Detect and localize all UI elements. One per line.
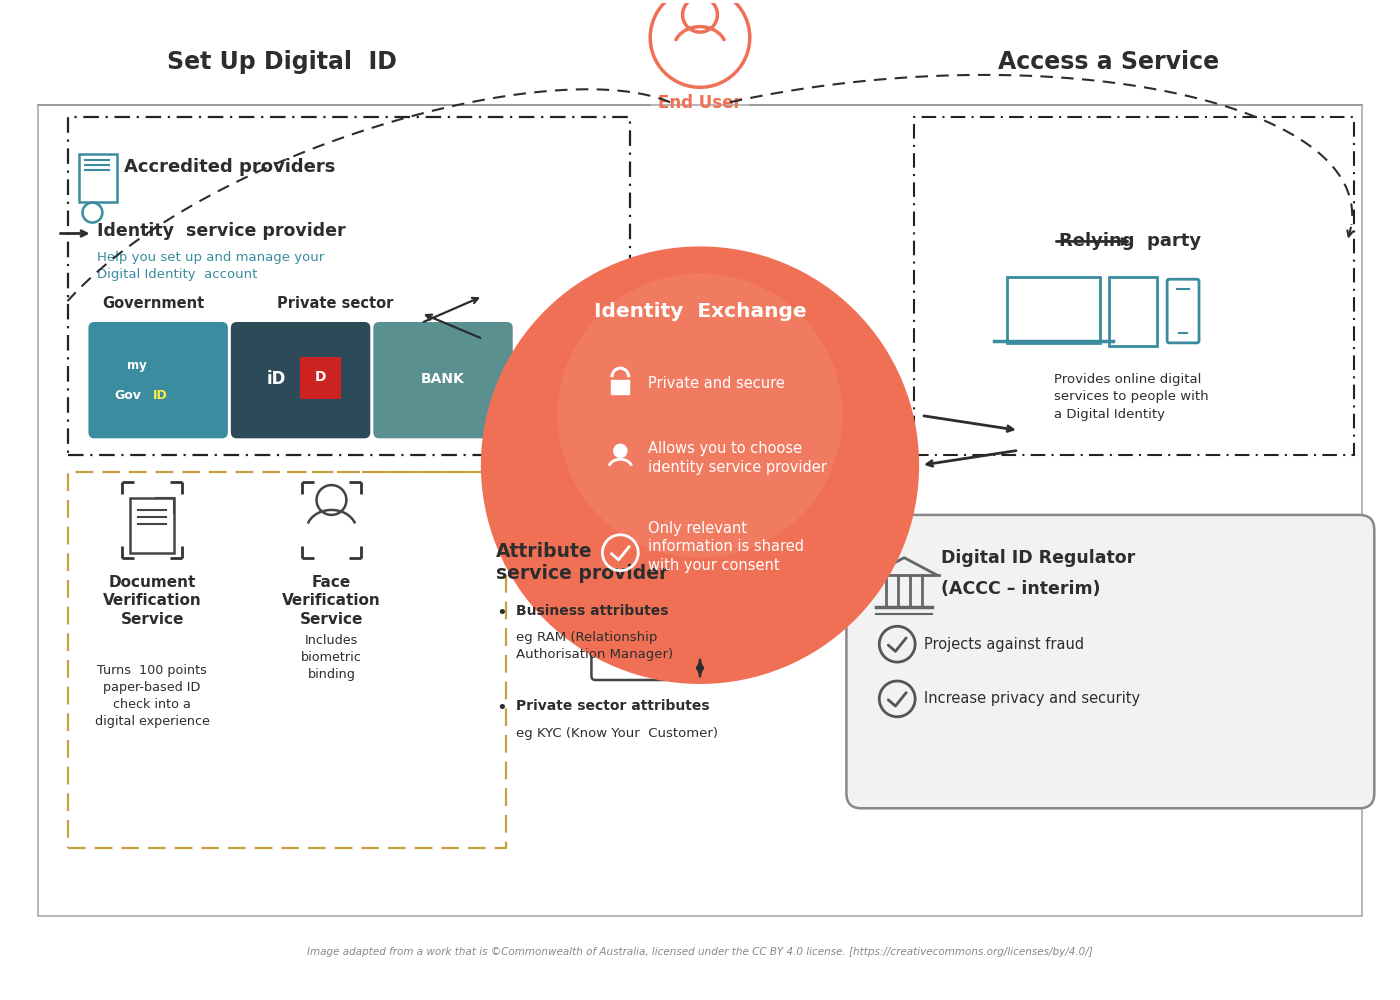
Text: Projects against fraud: Projects against fraud bbox=[924, 637, 1084, 652]
FancyBboxPatch shape bbox=[612, 380, 630, 394]
FancyBboxPatch shape bbox=[300, 357, 342, 399]
Text: Access a Service: Access a Service bbox=[998, 50, 1219, 74]
Text: D: D bbox=[315, 370, 326, 384]
Text: Includes
biometric
binding: Includes biometric binding bbox=[301, 634, 361, 681]
Circle shape bbox=[480, 246, 920, 684]
Text: Face
Verification
Service: Face Verification Service bbox=[281, 575, 381, 627]
Text: •: • bbox=[496, 604, 507, 622]
Text: Private sector attributes: Private sector attributes bbox=[515, 699, 710, 713]
FancyBboxPatch shape bbox=[88, 322, 228, 438]
Text: Identity  service provider: Identity service provider bbox=[98, 223, 346, 240]
Text: Government: Government bbox=[102, 296, 204, 311]
FancyBboxPatch shape bbox=[231, 322, 371, 438]
Text: (ACCC – interim): (ACCC – interim) bbox=[941, 580, 1100, 598]
Circle shape bbox=[613, 444, 627, 457]
Text: Identity  Exchange: Identity Exchange bbox=[594, 302, 806, 321]
Circle shape bbox=[557, 273, 843, 558]
Text: ID: ID bbox=[153, 389, 168, 402]
Text: Set Up Digital  ID: Set Up Digital ID bbox=[167, 50, 396, 74]
Text: Increase privacy and security: Increase privacy and security bbox=[924, 691, 1140, 706]
Text: Allows you to choose
identity service provider: Allows you to choose identity service pr… bbox=[648, 441, 827, 475]
Text: BANK: BANK bbox=[421, 372, 465, 386]
Text: Business attributes: Business attributes bbox=[515, 604, 668, 618]
Text: my: my bbox=[127, 359, 147, 372]
Text: Digital ID Regulator: Digital ID Regulator bbox=[941, 549, 1135, 567]
Text: Accredited providers: Accredited providers bbox=[125, 158, 336, 176]
Text: Private sector: Private sector bbox=[277, 296, 393, 311]
Text: Image adapted from a work that is ©Commonwealth of Australia, licensed under the: Image adapted from a work that is ©Commo… bbox=[307, 947, 1093, 957]
Text: eg KYC (Know Your  Customer): eg KYC (Know Your Customer) bbox=[515, 727, 718, 740]
Text: Relying  party: Relying party bbox=[1058, 232, 1201, 250]
Text: Private and secure: Private and secure bbox=[648, 376, 785, 391]
Text: End User: End User bbox=[658, 94, 742, 112]
Text: Help you set up and manage your
Digital Identity  account: Help you set up and manage your Digital … bbox=[98, 251, 325, 281]
Text: Attribute
service provider: Attribute service provider bbox=[496, 542, 668, 583]
Text: •: • bbox=[496, 699, 507, 717]
Text: Document
Verification
Service: Document Verification Service bbox=[102, 575, 202, 627]
Text: Only relevant
information is shared
with your consent: Only relevant information is shared with… bbox=[648, 521, 804, 573]
Text: Provides online digital
services to people with
a Digital Identity: Provides online digital services to peop… bbox=[1054, 373, 1208, 421]
FancyBboxPatch shape bbox=[374, 322, 512, 438]
Text: Gov: Gov bbox=[115, 389, 141, 402]
Text: eg RAM (Relationship
Authorisation Manager): eg RAM (Relationship Authorisation Manag… bbox=[515, 631, 673, 661]
Text: iD: iD bbox=[267, 370, 287, 388]
FancyBboxPatch shape bbox=[847, 515, 1375, 808]
Text: Turns  100 points
paper-based ID
check into a
digital experience: Turns 100 points paper-based ID check in… bbox=[95, 664, 210, 728]
